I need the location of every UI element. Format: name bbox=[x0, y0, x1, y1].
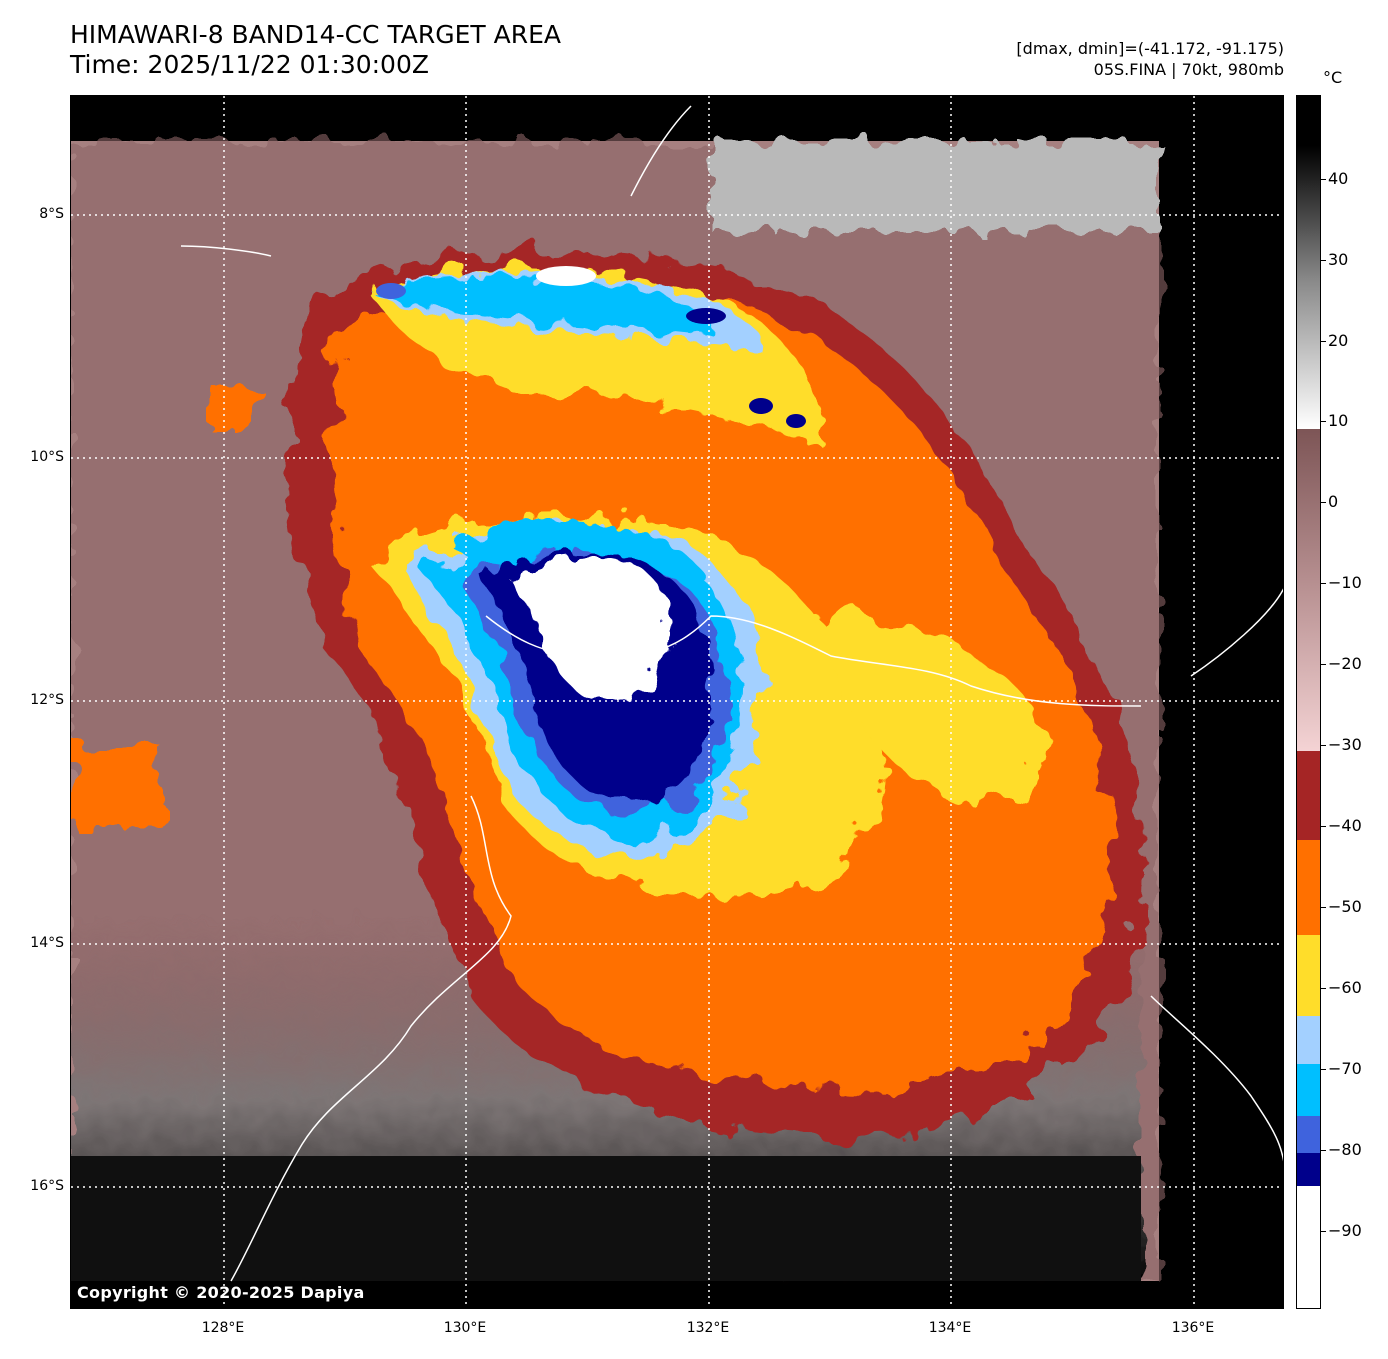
colorbar-tick bbox=[1321, 745, 1326, 746]
colorbar-label-30: 30 bbox=[1328, 250, 1349, 269]
colorbar-tick bbox=[1321, 907, 1326, 908]
colorbar-label-minus40: −40 bbox=[1328, 816, 1362, 835]
colorbar-label-0: 0 bbox=[1328, 492, 1339, 511]
lat-label-10s: 10°S bbox=[30, 449, 64, 465]
colorbar-tick bbox=[1321, 826, 1326, 827]
colorbar-tick bbox=[1321, 179, 1326, 180]
colorbar-label-10: 10 bbox=[1328, 411, 1349, 430]
colorbar-label-minus10: −10 bbox=[1328, 573, 1362, 592]
colorbar-tick bbox=[1321, 988, 1326, 989]
lat-label-14s: 14°S bbox=[30, 935, 64, 951]
colorbar-label-minus60: −60 bbox=[1328, 978, 1362, 997]
satellite-map: Copyright © 2020-2025 Dapiya bbox=[70, 95, 1284, 1309]
title-line-2: Time: 2025/11/22 01:30:00Z bbox=[70, 50, 429, 79]
colorbar-label-minus70: −70 bbox=[1328, 1059, 1362, 1078]
info-line-1: [dmax, dmin]=(-41.172, -91.175) bbox=[1016, 39, 1284, 58]
lon-label-128e: 128°E bbox=[201, 1320, 245, 1336]
colorbar-label-20: 20 bbox=[1328, 331, 1349, 350]
title-line-1: HIMAWARI-8 BAND14-CC TARGET AREA bbox=[70, 20, 562, 49]
lat-label-16s: 16°S bbox=[30, 1178, 64, 1194]
colorbar-tick bbox=[1321, 1069, 1326, 1070]
copyright-label: Copyright © 2020-2025 Dapiya bbox=[77, 1283, 365, 1302]
colorbar-label-minus80: −80 bbox=[1328, 1140, 1362, 1159]
lon-label-132e: 132°E bbox=[686, 1320, 730, 1336]
colorbar-tick bbox=[1321, 341, 1326, 342]
info-line-2: 05S.FINA | 70kt, 980mb bbox=[1093, 60, 1284, 79]
satellite-imagery bbox=[71, 96, 1283, 1308]
title-block: HIMAWARI-8 BAND14-CC TARGET AREA Time: 2… bbox=[70, 20, 561, 80]
cloud-field bbox=[71, 141, 1159, 1281]
colorbar-label-minus90: −90 bbox=[1328, 1221, 1362, 1240]
lat-label-12s: 12°S bbox=[30, 692, 64, 708]
colorbar-gradient bbox=[1297, 96, 1320, 1308]
colorbar-tick bbox=[1321, 1231, 1326, 1232]
coastlines bbox=[180, 105, 1283, 1282]
colorbar-tick bbox=[1321, 583, 1326, 584]
colorbar-tick bbox=[1321, 502, 1326, 503]
colorbar-label-40: 40 bbox=[1328, 169, 1349, 188]
colorbar-label-minus30: −30 bbox=[1328, 735, 1362, 754]
info-block: [dmax, dmin]=(-41.172, -91.175) 05S.FINA… bbox=[1016, 38, 1284, 80]
colorbar-tick bbox=[1321, 1150, 1326, 1151]
colorbar-label-minus20: −20 bbox=[1328, 654, 1362, 673]
colorbar-tick bbox=[1321, 260, 1326, 261]
colorbar-unit: °C bbox=[1323, 68, 1343, 87]
colorbar-label-minus50: −50 bbox=[1328, 897, 1362, 916]
lon-label-134e: 134°E bbox=[928, 1320, 972, 1336]
lon-label-136e: 136°E bbox=[1171, 1320, 1215, 1336]
colorbar-tick bbox=[1321, 421, 1326, 422]
colorbar bbox=[1296, 95, 1321, 1309]
colorbar-tick bbox=[1321, 664, 1326, 665]
graticule bbox=[71, 96, 1283, 1308]
lon-label-130e: 130°E bbox=[443, 1320, 487, 1336]
lat-label-8s: 8°S bbox=[39, 206, 64, 222]
